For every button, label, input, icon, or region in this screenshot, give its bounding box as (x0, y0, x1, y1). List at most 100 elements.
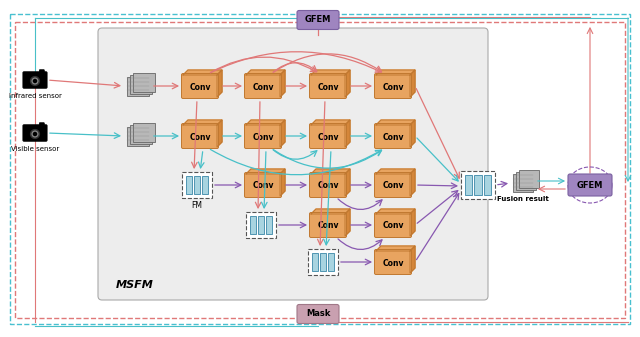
FancyBboxPatch shape (246, 212, 276, 238)
FancyBboxPatch shape (513, 174, 533, 192)
Polygon shape (311, 169, 350, 174)
FancyBboxPatch shape (182, 73, 218, 98)
FancyBboxPatch shape (519, 170, 539, 188)
FancyBboxPatch shape (130, 74, 152, 93)
Text: Conv: Conv (252, 182, 274, 190)
Polygon shape (376, 246, 415, 251)
Polygon shape (410, 120, 415, 147)
FancyBboxPatch shape (297, 305, 339, 324)
FancyBboxPatch shape (310, 73, 346, 98)
Polygon shape (345, 169, 350, 196)
Text: GFEM: GFEM (305, 16, 331, 25)
FancyBboxPatch shape (258, 216, 264, 234)
FancyBboxPatch shape (244, 123, 282, 149)
FancyBboxPatch shape (484, 175, 491, 195)
FancyBboxPatch shape (328, 253, 334, 271)
FancyBboxPatch shape (297, 10, 339, 30)
FancyBboxPatch shape (127, 76, 149, 95)
Text: Conv: Conv (382, 258, 404, 268)
Text: MSFM: MSFM (116, 280, 154, 290)
Text: GFEM: GFEM (577, 181, 603, 189)
FancyBboxPatch shape (374, 173, 412, 197)
FancyBboxPatch shape (250, 216, 256, 234)
Text: Conv: Conv (382, 221, 404, 231)
Text: Conv: Conv (317, 132, 339, 142)
Polygon shape (311, 120, 350, 125)
FancyBboxPatch shape (312, 253, 318, 271)
FancyBboxPatch shape (374, 213, 412, 238)
Circle shape (32, 131, 38, 137)
Polygon shape (280, 70, 285, 97)
FancyBboxPatch shape (320, 253, 326, 271)
FancyBboxPatch shape (23, 72, 47, 88)
FancyBboxPatch shape (23, 125, 47, 141)
Polygon shape (183, 70, 222, 75)
Circle shape (31, 130, 40, 139)
FancyBboxPatch shape (308, 249, 338, 275)
Polygon shape (410, 169, 415, 196)
FancyBboxPatch shape (133, 123, 155, 142)
Polygon shape (311, 209, 350, 214)
Text: Conv: Conv (317, 182, 339, 190)
Text: Conv: Conv (189, 83, 211, 92)
Text: Visible sensor: Visible sensor (11, 146, 59, 152)
FancyBboxPatch shape (374, 73, 412, 98)
Polygon shape (246, 169, 285, 174)
Polygon shape (345, 120, 350, 147)
Text: Conv: Conv (382, 83, 404, 92)
FancyBboxPatch shape (130, 124, 152, 144)
Polygon shape (280, 169, 285, 196)
FancyBboxPatch shape (202, 176, 208, 194)
Text: Conv: Conv (252, 132, 274, 142)
Text: FM: FM (191, 201, 202, 210)
Polygon shape (410, 246, 415, 273)
FancyBboxPatch shape (568, 174, 612, 196)
Text: Conv: Conv (317, 221, 339, 231)
Polygon shape (280, 120, 285, 147)
FancyBboxPatch shape (465, 175, 472, 195)
Circle shape (33, 132, 36, 135)
FancyBboxPatch shape (516, 172, 536, 190)
Circle shape (33, 80, 36, 83)
FancyBboxPatch shape (133, 72, 155, 92)
FancyBboxPatch shape (127, 126, 149, 146)
Polygon shape (410, 209, 415, 236)
FancyBboxPatch shape (194, 176, 200, 194)
FancyBboxPatch shape (310, 123, 346, 149)
FancyBboxPatch shape (98, 28, 488, 300)
Polygon shape (410, 70, 415, 97)
FancyBboxPatch shape (39, 123, 44, 127)
Polygon shape (376, 209, 415, 214)
Text: Conv: Conv (189, 132, 211, 142)
Polygon shape (217, 70, 222, 97)
Polygon shape (217, 120, 222, 147)
FancyBboxPatch shape (461, 171, 495, 199)
FancyBboxPatch shape (244, 73, 282, 98)
Text: Infrared sensor: Infrared sensor (8, 93, 61, 99)
Polygon shape (376, 120, 415, 125)
Text: Conv: Conv (252, 83, 274, 92)
FancyBboxPatch shape (310, 213, 346, 238)
FancyBboxPatch shape (374, 123, 412, 149)
FancyBboxPatch shape (182, 172, 212, 198)
Text: Fusion result: Fusion result (497, 196, 549, 202)
FancyBboxPatch shape (182, 123, 218, 149)
Circle shape (32, 78, 38, 84)
FancyBboxPatch shape (474, 175, 482, 195)
FancyBboxPatch shape (39, 70, 44, 74)
Polygon shape (376, 169, 415, 174)
Text: Conv: Conv (382, 132, 404, 142)
Polygon shape (246, 70, 285, 75)
Polygon shape (183, 120, 222, 125)
FancyBboxPatch shape (244, 173, 282, 197)
Polygon shape (246, 120, 285, 125)
Text: Conv: Conv (317, 83, 339, 92)
Polygon shape (376, 70, 415, 75)
FancyBboxPatch shape (186, 176, 192, 194)
Text: Conv: Conv (382, 182, 404, 190)
FancyBboxPatch shape (310, 173, 346, 197)
Circle shape (31, 76, 40, 85)
FancyBboxPatch shape (266, 216, 272, 234)
Polygon shape (345, 209, 350, 236)
Text: Mask: Mask (306, 309, 330, 318)
